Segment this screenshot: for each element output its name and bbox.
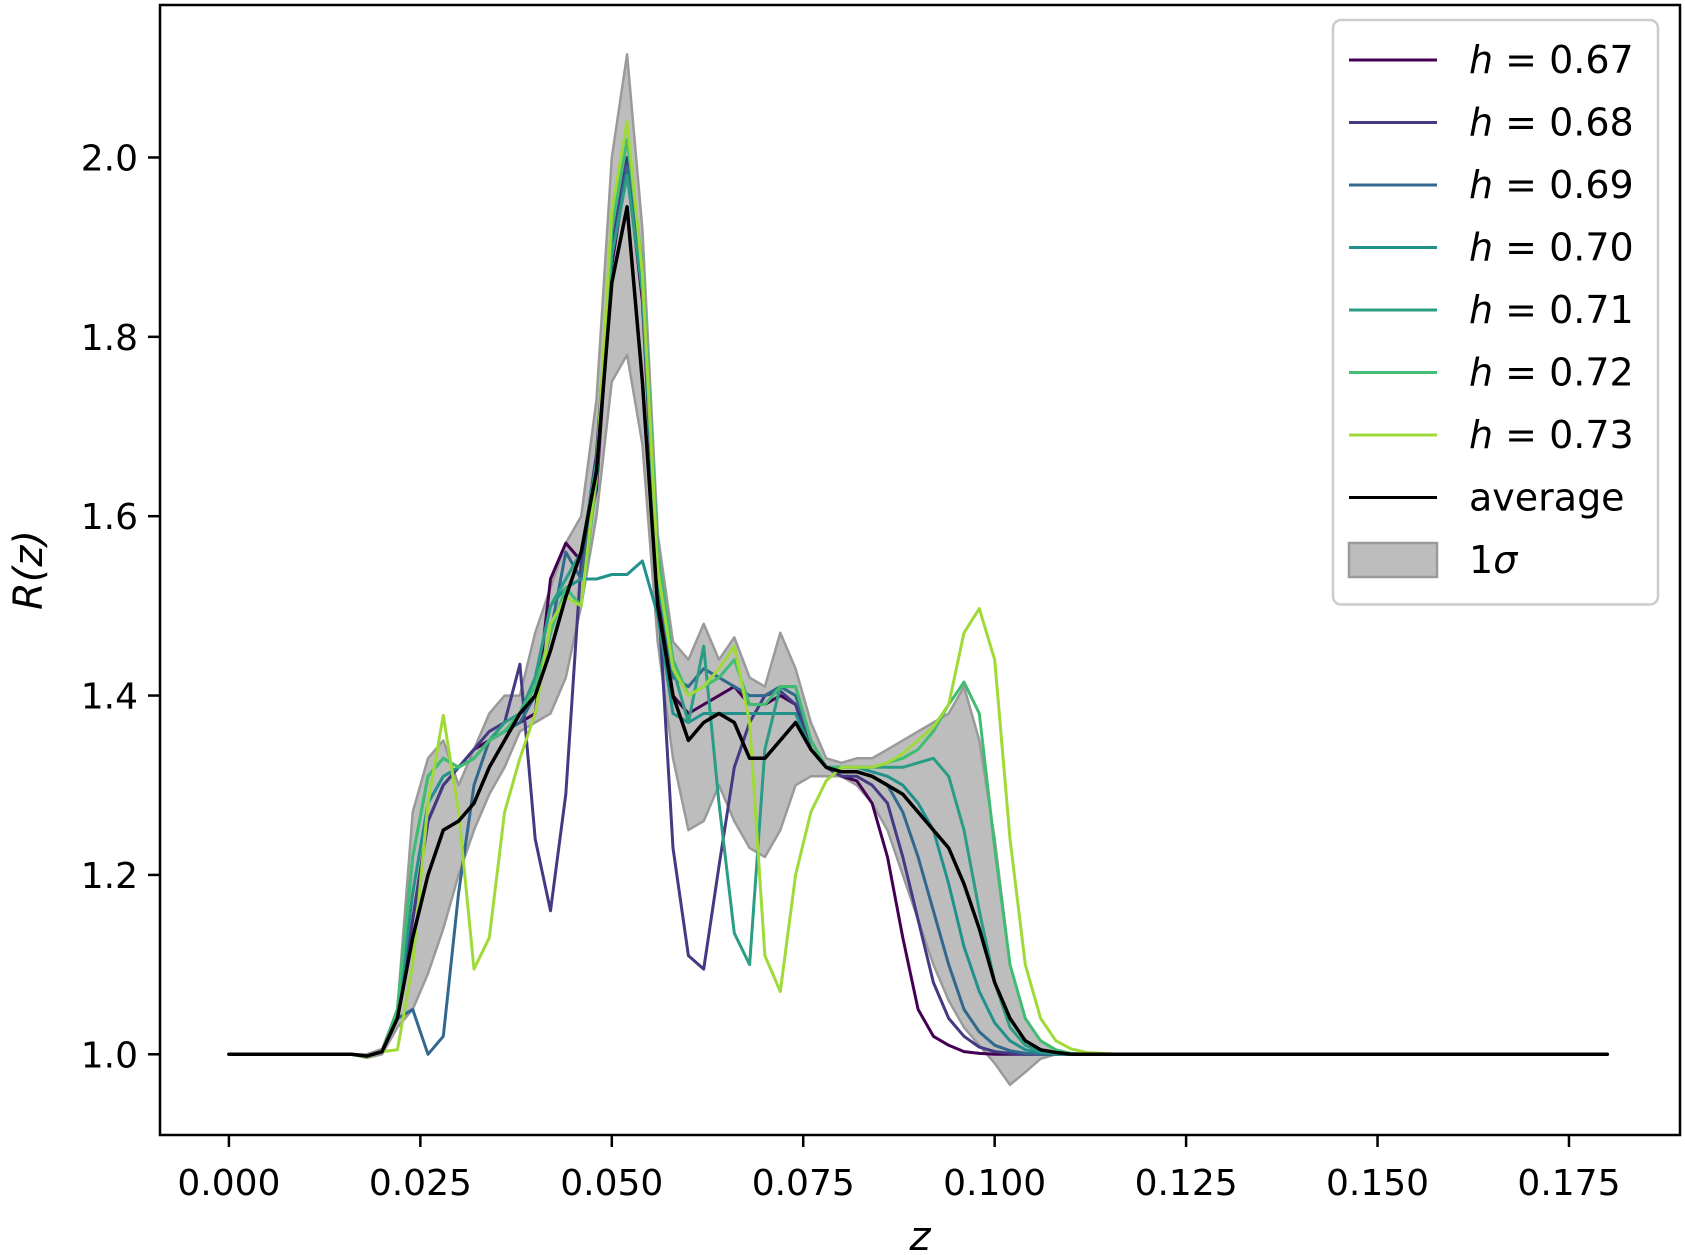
y-tick-label: 1.6 <box>81 497 138 538</box>
y-tick-label: 1.8 <box>81 318 138 359</box>
x-tick-label: 0.000 <box>177 1163 280 1204</box>
x-tick-label: 0.050 <box>560 1163 663 1204</box>
series-layer <box>227 120 1610 1059</box>
x-tick-label: 0.075 <box>752 1163 855 1204</box>
legend-label-2: h = 0.69 <box>1469 163 1634 207</box>
legend-label-6: h = 0.73 <box>1469 413 1634 457</box>
legend-label-7: average <box>1469 476 1625 520</box>
legend-box <box>1331 18 1660 606</box>
series-line-7 <box>227 205 1610 1058</box>
y-tick-label: 1.4 <box>81 677 138 718</box>
legend-label-3: h = 0.70 <box>1469 226 1634 270</box>
y-tick-label: 1.0 <box>81 1035 138 1076</box>
series-line-2 <box>227 164 1609 1058</box>
legend-swatch-band <box>1347 541 1439 579</box>
legend-label-band: 1σ <box>1469 538 1519 582</box>
series-line-1 <box>227 156 1609 1058</box>
y-axis-label: R(z) <box>6 530 52 610</box>
series-line-5 <box>227 138 1609 1059</box>
legend-label-0: h = 0.67 <box>1469 38 1634 82</box>
series-line-6 <box>227 120 1609 1059</box>
legend-label-5: h = 0.72 <box>1469 351 1634 395</box>
y-tick-label: 1.2 <box>81 856 138 897</box>
legend-label-4: h = 0.71 <box>1469 288 1634 332</box>
x-tick-label: 0.100 <box>943 1163 1046 1204</box>
legend: h = 0.67 h = 0.68 h = 0.69 h = 0.70 h = 0.71… <box>1331 18 1660 606</box>
x-tick-label: 0.175 <box>1517 1163 1620 1204</box>
x-axis-label: z <box>909 1214 932 1255</box>
legend-label-1: h = 0.68 <box>1469 101 1634 145</box>
x-tick-label: 0.025 <box>369 1163 472 1204</box>
plot-frame <box>158 3 1682 1137</box>
x-tick-label: 0.125 <box>1135 1163 1238 1204</box>
x-tick-label: 0.150 <box>1326 1163 1429 1204</box>
y-tick-label: 2.0 <box>81 138 138 179</box>
ticks-layer: 0.000 0.025 0.050 0.075 0.100 0.125 0.150 0.175… <box>81 138 1621 1204</box>
